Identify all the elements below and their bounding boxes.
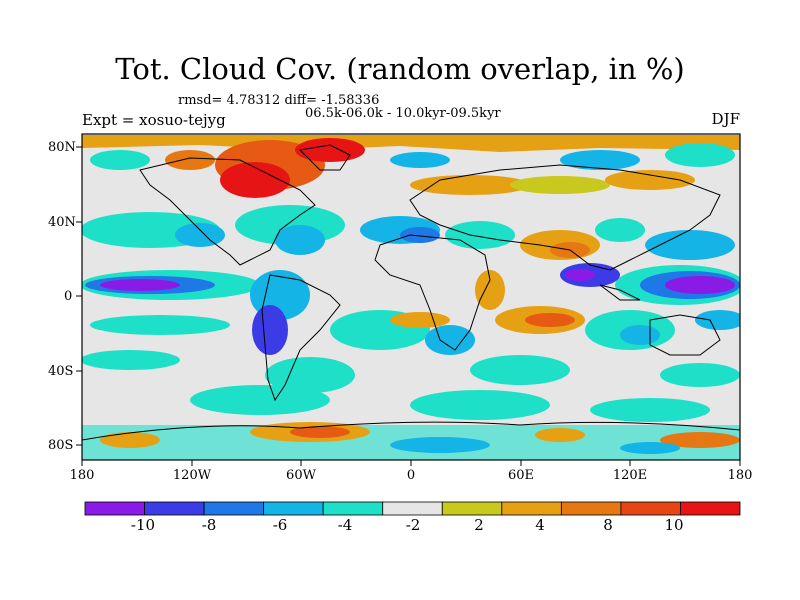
lon-label: 0 (406, 468, 416, 483)
lon-label: 180 (727, 468, 753, 483)
colorbar-swatch (620, 501, 681, 516)
coastlines (82, 144, 740, 441)
lat-label: 80N (48, 140, 76, 155)
colorbar-swatch (382, 501, 443, 516)
lon-label: 60W (286, 468, 316, 483)
lat-label: 80S (48, 438, 74, 453)
colorbar-swatch (84, 501, 145, 516)
colorbar-label: -6 (272, 516, 288, 534)
colorbar-swatch (441, 501, 503, 516)
colorbar-label: 10 (664, 516, 684, 534)
axis-ticks (76, 146, 741, 466)
season-label: DJF (711, 110, 740, 128)
colorbar-swatch (322, 501, 384, 516)
colorbar-label: -2 (405, 516, 421, 534)
lat-label: 40S (48, 364, 74, 379)
lon-label: 120E (612, 468, 648, 483)
cloud-field (82, 134, 740, 460)
colorbar-label: -8 (201, 516, 217, 534)
colorbar-label: 2 (474, 516, 484, 534)
colorbar-label: -10 (130, 516, 156, 534)
colorbar-label: 4 (535, 516, 545, 534)
lon-label: 180 (69, 468, 95, 483)
colorbar-swatch (560, 501, 622, 516)
colorbar-swatch (501, 501, 562, 516)
experiment-label: Expt = xosuo-tejyg (82, 111, 226, 129)
lon-label: 60E (507, 468, 535, 483)
lon-label: 120W (172, 468, 212, 483)
colorbar-label: 8 (603, 516, 613, 534)
colorbar-swatch (263, 501, 324, 516)
period-label: 06.5k-06.0k - 10.0kyr-09.5kyr (305, 106, 501, 121)
colorbar-swatch (680, 501, 741, 516)
lat-label: 40N (48, 215, 76, 230)
colorbar-swatch (203, 501, 265, 516)
colorbar-swatch (144, 501, 205, 516)
colorbar-label: -4 (337, 516, 353, 534)
stats-label: rmsd= 4.78312 diff= -1.58336 (178, 93, 380, 108)
map-title: Tot. Cloud Cov. (random overlap, in %) (115, 52, 685, 86)
lat-label: 0 (64, 289, 73, 304)
colorbar (84, 501, 741, 516)
